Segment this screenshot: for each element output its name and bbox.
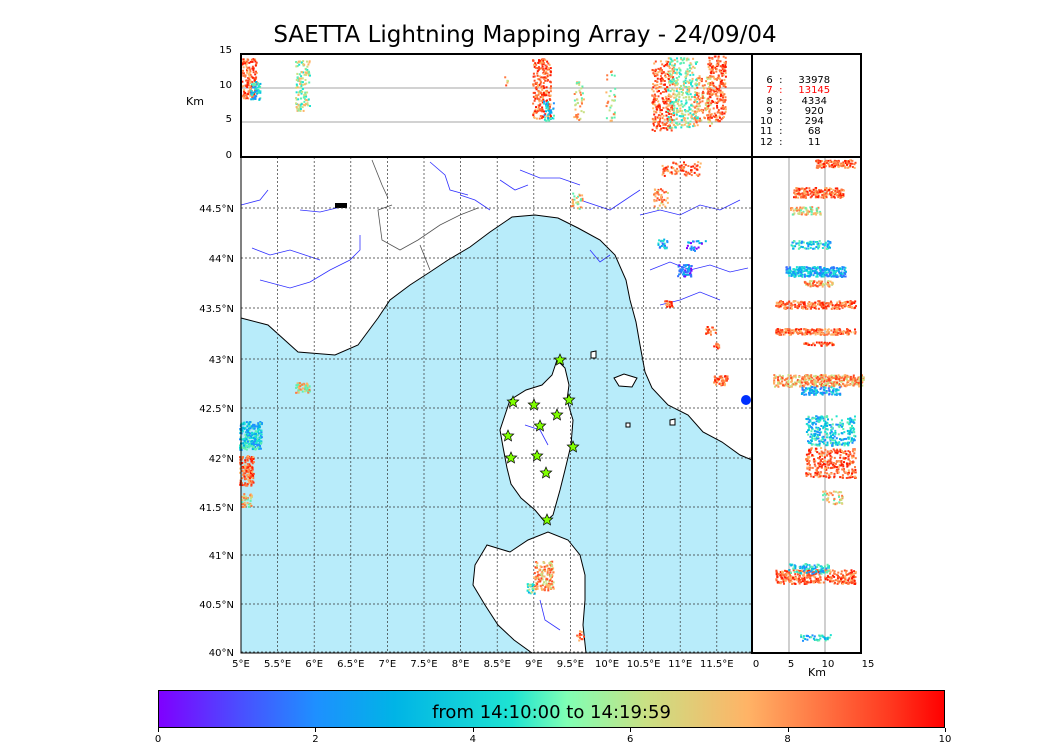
colorbar-tick-label: 4 — [469, 734, 476, 745]
lon-tick-label: 6.5°E — [337, 659, 364, 670]
lon-tick-label: 11°E — [668, 659, 692, 670]
colorbar-tickmark — [630, 728, 632, 732]
station-star — [566, 440, 580, 453]
lat-tick-label: 44.5°N — [199, 204, 234, 215]
station-star — [539, 466, 553, 479]
colorbar-tick-label: 10 — [938, 734, 952, 745]
islet — [669, 418, 676, 426]
source-counts-table: 6 : 33978 7 : 13145 8 : 4334 9 : 920 10 :… — [760, 75, 831, 148]
axis-labels: 5°E 5.5°E 6°E 6.5°E 7°E 7.5°E 8°E 8.5°E 9°E 9.5°E… — [186, 45, 874, 679]
colorbar-tickmark — [945, 728, 946, 732]
count-row: 7 : 13145 — [760, 85, 831, 97]
lon-tick-label: 8°E — [452, 659, 470, 670]
alt-tick-label: 5 — [226, 114, 232, 125]
station-star — [540, 513, 554, 526]
count-row: 12 : 11 — [760, 136, 821, 148]
alt-tick-label: 0 — [226, 150, 232, 161]
sea-area — [241, 215, 752, 653]
colorbar-tickmark — [472, 728, 474, 732]
latitude-altitude-panel — [751, 156, 865, 654]
lon-tick-label: 10.5°E — [627, 659, 661, 670]
station-star — [501, 429, 515, 442]
lat-tick-label: 40.5°N — [199, 600, 234, 611]
lon-tick-label: 8.5°E — [484, 659, 511, 670]
lat-tick-label: 41°N — [209, 551, 234, 562]
edge-marker — [741, 395, 751, 405]
islet — [625, 422, 631, 428]
lon-tick-label: 7.5°E — [410, 659, 437, 670]
lake — [335, 203, 347, 208]
station-star — [527, 398, 541, 411]
lon-tick-label: 11.5°E — [700, 659, 734, 670]
elba-island — [613, 373, 638, 388]
station-star — [550, 408, 564, 421]
lon-tick-label: 9°E — [525, 659, 543, 670]
count-row: 11 : 68 — [760, 126, 821, 138]
lon-tick-label: 7°E — [379, 659, 397, 670]
lon-tick-label: 5.5°E — [264, 659, 291, 670]
alt-xtick-label: 5 — [788, 659, 794, 670]
colorbar-tickmark — [315, 728, 317, 732]
station-star — [504, 451, 518, 464]
lon-tick-label: 6°E — [305, 659, 323, 670]
station-star — [562, 393, 576, 406]
right-xlabel: Km — [808, 666, 826, 679]
top-ylabel: Km — [186, 95, 204, 108]
map-lightning-points — [239, 161, 729, 642]
right-lightning-points — [773, 159, 865, 642]
colorbar-tick-label: 6 — [627, 734, 634, 745]
alt-tick-label: 15 — [219, 45, 232, 56]
lat-tick-label: 43°N — [209, 355, 234, 366]
lat-tick-label: 42.5°N — [199, 404, 234, 415]
coastline-north — [240, 214, 753, 461]
lat-tick-label: 42°N — [209, 454, 234, 465]
top-lightning-points — [240, 55, 727, 132]
station-star — [553, 353, 567, 366]
colorbar-tick-label: 8 — [784, 734, 791, 745]
alt-xtick-label: 15 — [862, 659, 875, 670]
altitude-longitude-panel — [240, 53, 753, 158]
colorbar-tickmark — [158, 728, 159, 732]
alt-xtick-label: 10 — [822, 659, 835, 670]
alt-tick-label: 10 — [219, 80, 232, 91]
lon-tick-label: 5°E — [232, 659, 250, 670]
page-title: SAETTA Lightning Mapping Array - 24/09/0… — [273, 22, 777, 48]
counts-frame — [751, 53, 862, 158]
station-star — [530, 449, 544, 462]
lon-tick-label: 9.5°E — [557, 659, 584, 670]
alt-xtick-label: 0 — [753, 659, 759, 670]
rivers — [240, 161, 749, 631]
lat-tick-label: 43.5°N — [199, 304, 234, 315]
map-grid — [241, 157, 752, 653]
station-markers — [501, 353, 580, 526]
country-border — [371, 159, 479, 271]
count-row: 8 : 4334 — [760, 95, 827, 107]
map-panel — [239, 156, 753, 654]
colorbar-label: from 14:10:00 to 14:19:59 — [432, 702, 671, 723]
count-row: 9 : 920 — [760, 105, 824, 117]
lat-tick-label: 40°N — [209, 648, 234, 659]
count-row: 6 : 33978 — [760, 75, 831, 86]
colorbar-tickmark — [787, 728, 789, 732]
station-star — [533, 419, 547, 432]
colorbar-tick-label: 2 — [312, 734, 319, 745]
colorbar-tick-label: 0 — [154, 734, 162, 745]
islet — [590, 350, 597, 359]
lat-tick-label: 44°N — [209, 254, 234, 265]
lat-tick-label: 41.5°N — [199, 503, 234, 514]
station-star — [506, 395, 520, 408]
colorbar: from 14:10:00 to 14:19:59 — [158, 690, 945, 728]
count-row: 10 : 294 — [760, 116, 824, 128]
lon-tick-label: 10°E — [595, 659, 619, 670]
